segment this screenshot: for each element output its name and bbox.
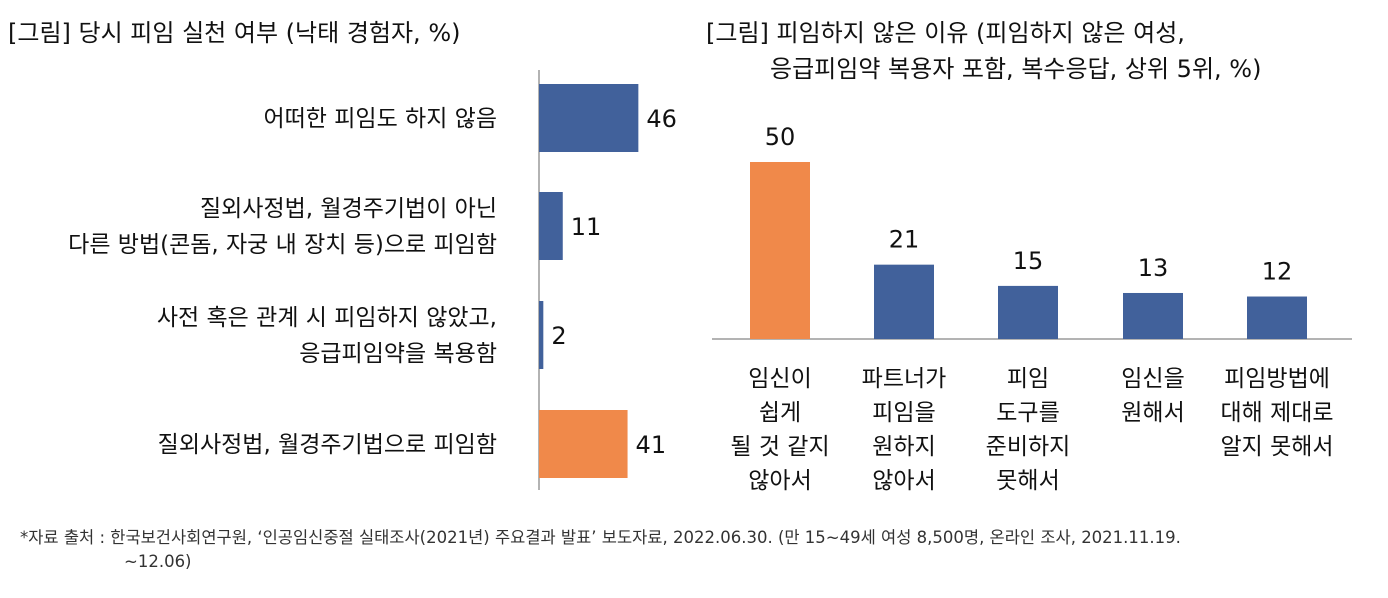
- right-category-label-2-0: 피임: [1007, 366, 1049, 392]
- left-category-label-2-0: 사전 혹은 관계 시 피임하지 않았고,: [157, 305, 497, 331]
- left-category-label-0-0: 어떠한 피임도 하지 않음: [263, 106, 497, 132]
- left-bar-3: [539, 410, 628, 478]
- right-category-label-0-2: 될 것 같지: [730, 434, 829, 460]
- left-bar-value-label-2: 2: [551, 322, 566, 350]
- right-category-label-1-3: 않아서: [872, 468, 935, 494]
- right-bar-0: [750, 162, 810, 339]
- right-bar-3: [1123, 292, 1183, 339]
- right-bar-2: [998, 285, 1058, 339]
- right-category-label-0-3: 않아서: [748, 468, 811, 494]
- right-category-label-4-0: 피임방법에: [1224, 366, 1330, 392]
- right-bar-1: [874, 264, 934, 339]
- right-chart-title-line-2: 응급피임약 복용자 포함, 복수응답, 상위 5위, %): [770, 55, 1262, 83]
- left-category-label-1-1: 다른 방법(콘돔, 자궁 내 장치 등)으로 피임함: [68, 232, 497, 258]
- right-category-label-1-1: 피임을: [872, 400, 935, 426]
- right-category-label-2-2: 준비하지: [986, 434, 1071, 460]
- left-bar-value-label-3: 41: [636, 431, 667, 459]
- right-bar-value-label-1: 21: [889, 226, 920, 254]
- left-bar-2: [539, 301, 544, 369]
- right-bar-value-label-4: 12: [1262, 258, 1293, 286]
- right-chart-title-line-1: [그림] 피임하지 않은 이유 (피임하지 않은 여성,: [706, 19, 1185, 47]
- left-bar-0: [539, 84, 639, 152]
- left-bar-1: [539, 192, 563, 260]
- right-category-label-4-1: 대해 제대로: [1220, 400, 1333, 426]
- right-category-label-2-1: 도구를: [996, 400, 1059, 426]
- source-note-line-2: ~12.06): [124, 552, 192, 571]
- left-bar-value-label-0: 46: [646, 105, 677, 133]
- left-category-label-2-1: 응급피임약을 복용함: [299, 341, 497, 367]
- right-category-label-0-1: 쉽게: [759, 400, 801, 426]
- right-bar-value-label-3: 13: [1138, 254, 1169, 282]
- right-category-label-1-2: 원하지: [872, 434, 935, 460]
- right-category-label-4-2: 알지 못해서: [1220, 434, 1333, 460]
- right-bar-4: [1247, 296, 1307, 339]
- left-chart-title: [그림] 당시 피임 실천 여부 (낙태 경험자, %): [8, 19, 461, 47]
- left-category-label-1-0: 질외사정법, 월경주기법이 아닌: [200, 196, 497, 222]
- right-category-label-0-0: 임신이: [748, 366, 811, 392]
- right-category-label-3-1: 원해서: [1121, 400, 1184, 426]
- source-note-line-1: *자료 출처 : 한국보건사회연구원, ‘인공임신중절 실태조사(2021년) …: [20, 528, 1181, 547]
- left-bar-value-label-1: 11: [571, 213, 602, 241]
- right-category-label-3-0: 임신을: [1121, 366, 1184, 392]
- right-bar-value-label-2: 15: [1013, 247, 1044, 275]
- right-category-label-2-3: 못해서: [996, 468, 1059, 494]
- left-category-label-3-0: 질외사정법, 월경주기법으로 피임함: [158, 432, 497, 458]
- right-bar-value-label-0: 50: [765, 123, 796, 151]
- right-category-label-1-0: 파트너가: [862, 366, 947, 392]
